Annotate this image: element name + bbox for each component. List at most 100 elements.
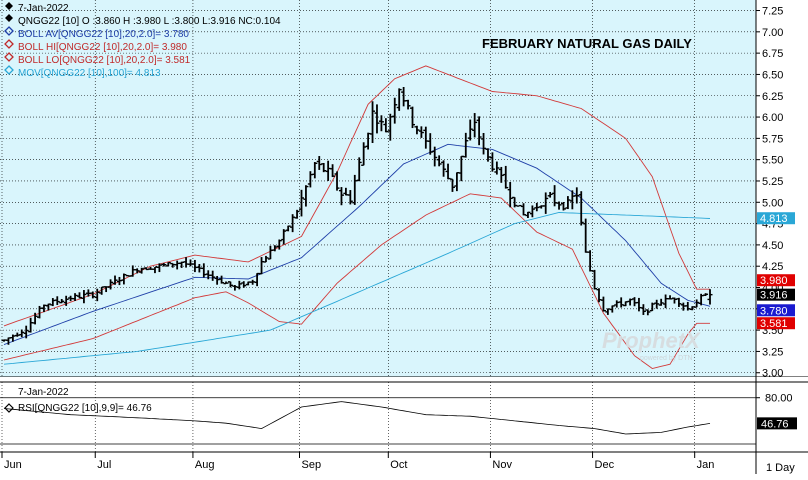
y-tick-label: 5.75 <box>762 133 783 145</box>
x-tick-label: Aug <box>195 459 215 471</box>
ohlc-bar <box>694 299 700 308</box>
ohlc-bar <box>556 201 562 210</box>
watermark-subtitle: powered by DTN <box>640 355 693 362</box>
ohlc-bar <box>32 312 38 325</box>
ohlc-bar <box>396 88 402 111</box>
ohlc-bar <box>81 290 87 304</box>
ohlc-bar <box>281 229 287 245</box>
price-tag-box <box>757 317 795 330</box>
ohlc-bar <box>90 291 96 299</box>
panel-gap <box>0 377 808 382</box>
ohlc-bar <box>303 185 309 207</box>
ohlc-bar <box>161 263 167 267</box>
ohlc-bar <box>547 191 553 198</box>
x-tick-label: Jun <box>4 459 22 471</box>
ohlc-bar <box>54 296 60 305</box>
price-tag-label: 3.581 <box>760 318 788 330</box>
ohlc-bar <box>645 309 651 316</box>
x-tick-label: Nov <box>492 459 512 471</box>
rsi-tick-label: 80.00 <box>765 393 793 405</box>
ohlc-bar <box>45 303 51 311</box>
diamond-red-icon <box>4 52 14 62</box>
y-tick-label: 3.00 <box>762 368 783 380</box>
indicator-lines <box>3 65 711 435</box>
chart-title: FEBRUARY NATURAL GAS DAILY <box>482 36 692 51</box>
ohlc-bar <box>609 305 615 313</box>
diamond-cyan-icon <box>4 65 14 75</box>
header-boll-lo: BOLL LO[QNGG22 [10],20,2.0]= 3.581 <box>18 55 191 66</box>
ohlc-bar <box>219 275 225 284</box>
ohlc-bar <box>707 289 713 305</box>
price-tag: 3.780 <box>757 304 795 317</box>
ohlc-bar <box>112 275 118 285</box>
ohlc-bar <box>383 118 389 133</box>
y-tick-label: 7.00 <box>762 27 783 39</box>
y-tick-label: 5.50 <box>762 155 783 167</box>
header-date: 7-Jan-2022 <box>18 3 69 14</box>
ohlc-bar <box>241 281 247 288</box>
ohlc-bars <box>1 86 713 345</box>
ohlc-bar <box>472 113 478 138</box>
price-tag: 3.980 <box>757 274 795 287</box>
rsi-header-label: RSI[QNGG22 [10],9,9]= 46.76 <box>18 403 152 414</box>
ohlc-bar <box>600 296 606 312</box>
ohlc-bar <box>658 298 664 306</box>
price-tag-label: 3.980 <box>760 275 788 287</box>
ohlc-bar <box>449 178 455 192</box>
y-tick-label: 3.25 <box>762 346 783 358</box>
watermark-logo: ProphetX <box>602 328 701 353</box>
y-tick-label: 6.75 <box>762 48 783 60</box>
ohlc-bar <box>227 281 233 288</box>
y-tick-label: 6.25 <box>762 91 783 103</box>
ohlc-bar <box>481 132 487 155</box>
price-tag: 3.581 <box>757 317 795 330</box>
ohlc-bar <box>370 101 376 143</box>
price-tag-box <box>757 304 795 317</box>
ohlc-bar <box>507 181 513 208</box>
ohlc-bar <box>703 293 709 296</box>
ohlc-bar <box>618 297 624 308</box>
rsi-line <box>3 401 711 435</box>
ohlc-bar <box>210 270 216 281</box>
diamond-black-icon <box>5 14 13 22</box>
ohlc-bar <box>649 302 655 312</box>
y-tick-label: 7.25 <box>762 6 783 18</box>
price-tag-box <box>757 274 795 287</box>
ohlc-bar <box>436 155 442 167</box>
price-tag: 3.916 <box>757 288 795 302</box>
ohlc-bar <box>418 126 424 138</box>
y-tick-label: 6.00 <box>762 112 783 124</box>
timeframe-label[interactable]: 1 Day <box>766 462 795 474</box>
series-line-mov <box>3 212 711 365</box>
ohlc-bar <box>592 269 598 290</box>
ohlc-bar <box>574 187 580 204</box>
price-tag: 4.813 <box>757 212 795 225</box>
price-tag-label: 4.813 <box>760 213 788 225</box>
ohlc-bar <box>134 268 140 274</box>
ohlc-bar <box>494 161 500 175</box>
ohlc-bar <box>330 164 336 178</box>
price-tag-box <box>757 288 795 301</box>
ohlc-bar <box>529 205 535 218</box>
rsi-tag-box <box>757 417 797 430</box>
rsi-tag: 46.76 <box>757 417 797 430</box>
ohlc-bar <box>578 191 584 226</box>
ohlc-bar <box>414 125 420 135</box>
ohlc-bar <box>432 146 438 167</box>
header-mov: MOV[QNGG22 [10],100]= 4.813 <box>18 68 161 79</box>
diamond-black-icon <box>4 403 14 413</box>
rsi-tag-label: 46.76 <box>761 418 789 430</box>
ohlc-bar <box>63 295 69 306</box>
ohlc-bar <box>516 204 522 207</box>
header-boll-av: BOLL AV[QNGG22 [10],20,2.0]= 3.780 <box>18 29 189 40</box>
ohlc-bar <box>374 104 380 134</box>
ohlc-bar <box>125 274 131 277</box>
ohlc-bar <box>476 116 482 146</box>
y-tick-label: 4.50 <box>762 240 783 252</box>
x-tick-label: Oct <box>390 459 407 471</box>
diamond-black-icon <box>5 2 13 10</box>
x-tick-label: Jan <box>697 459 715 471</box>
